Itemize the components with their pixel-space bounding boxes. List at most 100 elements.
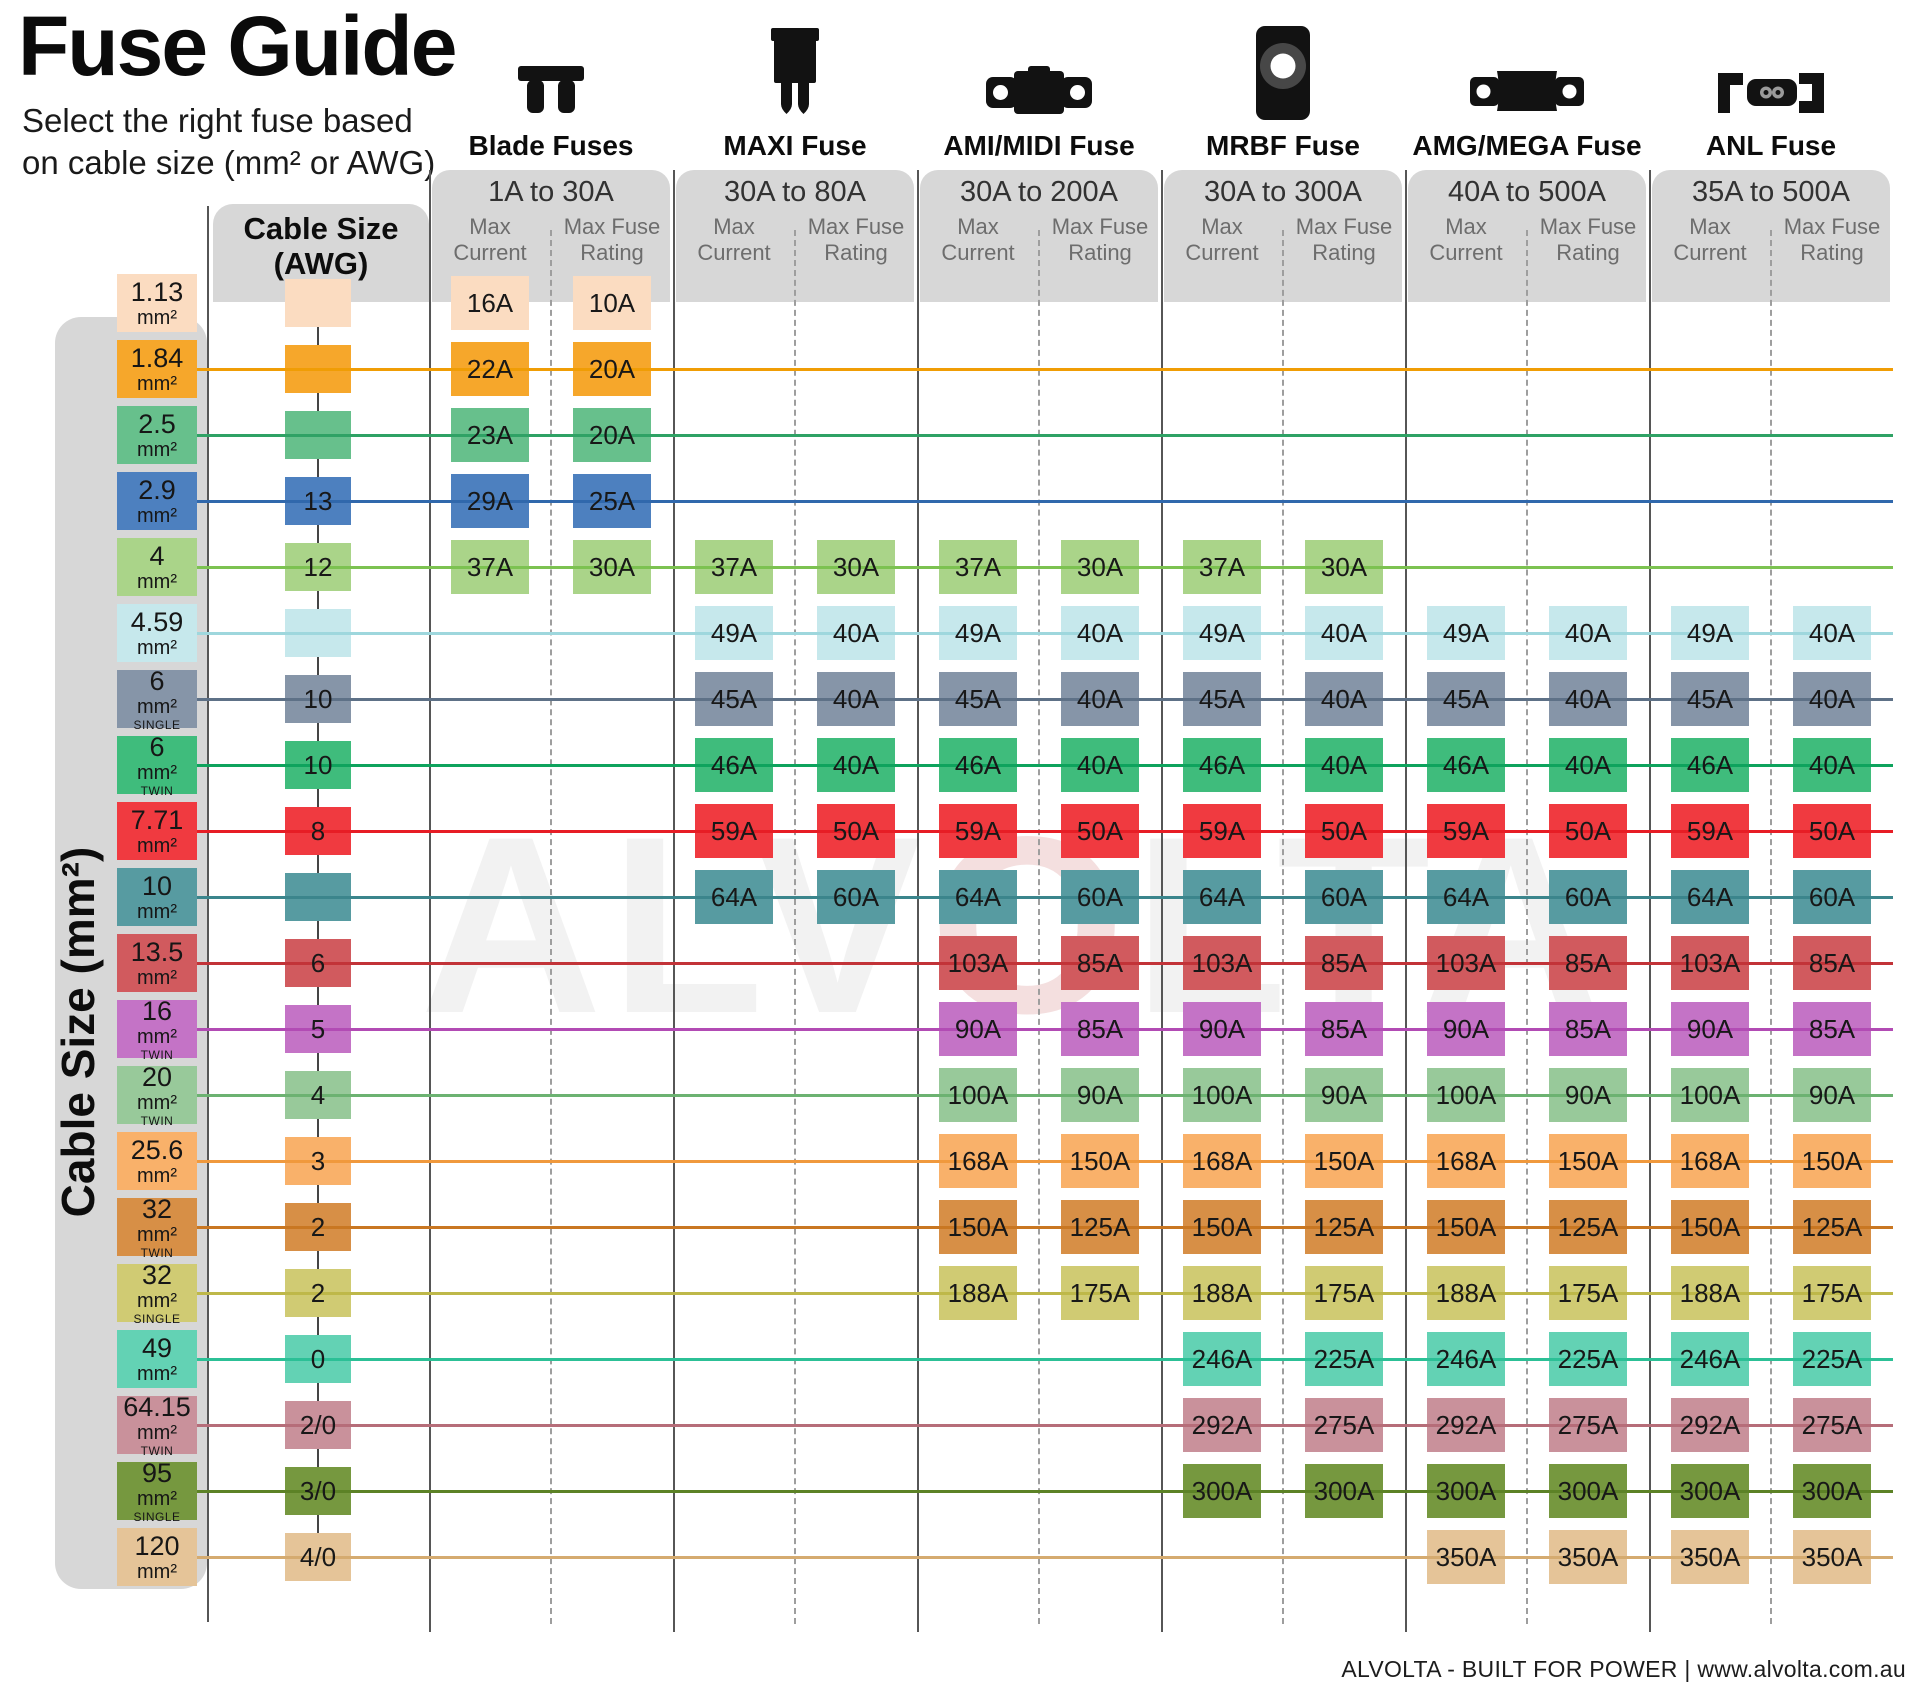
max-fuse-rating-value-box: 40A bbox=[1793, 738, 1871, 792]
max-fuse-rating-value-box: 90A bbox=[1305, 1068, 1383, 1122]
max-current-value-box: 59A bbox=[1671, 804, 1749, 858]
cable-size-awg-box: 4 bbox=[285, 1071, 351, 1119]
column-header-max-current: Max Current bbox=[453, 214, 527, 266]
fuse-type-label: ANL Fuse bbox=[1705, 130, 1837, 161]
cable-size-mm-box: 7.71 mm² bbox=[117, 802, 197, 860]
row-connector-line bbox=[197, 500, 1893, 503]
row-connector-line bbox=[197, 1424, 1893, 1427]
column-header-max-current: Max Current bbox=[1185, 214, 1259, 266]
max-fuse-rating-value-box: 90A bbox=[1061, 1068, 1139, 1122]
max-fuse-rating-value-box: 50A bbox=[1061, 804, 1139, 858]
cable-size-mm-box: 2.9 mm² bbox=[117, 472, 197, 530]
cable-size-mm-value: 4.59 bbox=[130, 606, 184, 637]
max-current-value-box: 100A bbox=[1671, 1068, 1749, 1122]
max-fuse-rating-value-box: 300A bbox=[1305, 1464, 1383, 1518]
cable-size-mm-unit: mm² bbox=[137, 1164, 177, 1187]
max-current-value-box: 46A bbox=[1427, 738, 1505, 792]
max-current-value-box: 246A bbox=[1427, 1332, 1505, 1386]
max-current-value-box: 46A bbox=[695, 738, 773, 792]
max-fuse-rating-value-box: 85A bbox=[1305, 936, 1383, 990]
cable-size-mm-box: 20 mm² TWIN bbox=[117, 1061, 197, 1127]
max-fuse-rating-value-box: 275A bbox=[1549, 1398, 1627, 1452]
footer-branding: ALVOLTA - BUILT FOR POWER | www.alvolta.… bbox=[1341, 1656, 1906, 1682]
row-connector-line bbox=[197, 962, 1893, 965]
max-current-value-box: 90A bbox=[939, 1002, 1017, 1056]
max-current-value-box: 46A bbox=[939, 738, 1017, 792]
max-current-value-box: 103A bbox=[1671, 936, 1749, 990]
cable-size-mm-variant: SINGLE bbox=[133, 1311, 181, 1326]
max-fuse-rating-value-box: 225A bbox=[1793, 1332, 1871, 1386]
cable-size-awg-box: 2/0 bbox=[285, 1401, 351, 1449]
amg-mega-fuse-icon bbox=[1465, 24, 1589, 120]
max-fuse-rating-value-box: 150A bbox=[1549, 1134, 1627, 1188]
max-fuse-rating-value-box: 40A bbox=[1061, 672, 1139, 726]
row-connector-line bbox=[197, 632, 1893, 635]
max-fuse-rating-value-box: 175A bbox=[1549, 1266, 1627, 1320]
max-fuse-rating-value-box: 125A bbox=[1061, 1200, 1139, 1254]
cable-size-mm-box: 25.6 mm² bbox=[117, 1132, 197, 1190]
cable-size-mm-variant: TWIN bbox=[140, 1047, 174, 1062]
max-current-value-box: 168A bbox=[1427, 1134, 1505, 1188]
page-subtitle: Select the right fuse based on cable siz… bbox=[22, 100, 435, 183]
cable-size-mm-value: 4 bbox=[149, 540, 165, 571]
cable-size-mm-unit: mm² bbox=[137, 1091, 177, 1114]
max-current-value-box: 103A bbox=[1427, 936, 1505, 990]
max-fuse-rating-value-box: 50A bbox=[1793, 804, 1871, 858]
cable-size-awg-header: Cable Size (AWG) bbox=[213, 211, 429, 281]
max-fuse-rating-value-box: 175A bbox=[1061, 1266, 1139, 1320]
cable-size-awg-box: 12 bbox=[285, 543, 351, 591]
max-current-value-box: 350A bbox=[1427, 1530, 1505, 1584]
cable-size-mm-value: 20 bbox=[141, 1061, 173, 1092]
max-fuse-rating-value-box: 85A bbox=[1793, 1002, 1871, 1056]
max-current-value-box: 350A bbox=[1671, 1530, 1749, 1584]
max-fuse-rating-value-box: 40A bbox=[817, 672, 895, 726]
max-current-value-box: 100A bbox=[939, 1068, 1017, 1122]
fuse-range-label: 30A to 300A bbox=[1203, 176, 1363, 208]
max-current-value-box: 90A bbox=[1427, 1002, 1505, 1056]
max-fuse-rating-value-box: 30A bbox=[1061, 540, 1139, 594]
column-header-max-current: Max Current bbox=[1673, 214, 1747, 266]
cable-size-mm-unit: mm² bbox=[137, 695, 177, 718]
cable-size-awg-header-line-1: Cable Size bbox=[243, 211, 399, 246]
max-fuse-rating-value-box: 225A bbox=[1305, 1332, 1383, 1386]
max-current-value-box: 37A bbox=[695, 540, 773, 594]
max-current-value-box: 45A bbox=[1183, 672, 1261, 726]
max-fuse-rating-value-box: 40A bbox=[1061, 738, 1139, 792]
max-fuse-rating-value-box: 40A bbox=[1549, 606, 1627, 660]
cable-size-mm-value: 120 bbox=[134, 1530, 180, 1561]
cable-size-awg-box: 10 bbox=[285, 675, 351, 723]
fuse-range-label: 30A to 200A bbox=[959, 176, 1119, 208]
max-fuse-rating-value-box: 40A bbox=[817, 738, 895, 792]
fuse-type-label: AMI/MIDI Fuse bbox=[943, 130, 1135, 161]
fuse-range-label: 30A to 80A bbox=[724, 176, 866, 208]
cable-size-awg-box: 0 bbox=[285, 1335, 351, 1383]
column-divider-dashed-line bbox=[1038, 230, 1040, 1624]
row-connector-line bbox=[197, 1358, 1893, 1361]
max-fuse-rating-value-box: 50A bbox=[817, 804, 895, 858]
column-header-max-fuse-rating: Max Fuse Rating bbox=[1295, 214, 1393, 266]
cable-size-mm-unit: mm² bbox=[137, 372, 177, 395]
cable-size-mm-value: 25.6 bbox=[130, 1134, 184, 1165]
row-connector-line bbox=[197, 1490, 1893, 1493]
fuse-type-label: Blade Fuses bbox=[468, 130, 634, 161]
max-fuse-rating-value-box: 40A bbox=[817, 606, 895, 660]
max-fuse-rating-value-box: 60A bbox=[817, 870, 895, 924]
max-current-value-box: 59A bbox=[1427, 804, 1505, 858]
row-connector-line bbox=[197, 1028, 1893, 1031]
cable-size-awg-box bbox=[285, 609, 351, 657]
max-current-value-box: 64A bbox=[1671, 870, 1749, 924]
column-header-max-fuse-rating: Max Fuse Rating bbox=[563, 214, 661, 266]
max-current-value-box: 292A bbox=[1671, 1398, 1749, 1452]
row-connector-line bbox=[197, 896, 1893, 899]
column-divider-dashed-line bbox=[1526, 230, 1528, 1624]
cable-size-mm-unit: mm² bbox=[137, 1487, 177, 1510]
fuse-type-label: MRBF Fuse bbox=[1206, 130, 1360, 161]
max-fuse-rating-value-box: 40A bbox=[1305, 606, 1383, 660]
row-connector-line bbox=[197, 1160, 1893, 1163]
cable-size-awg-box bbox=[285, 873, 351, 921]
max-current-value-box: 150A bbox=[1183, 1200, 1261, 1254]
max-current-value-box: 64A bbox=[939, 870, 1017, 924]
cable-size-awg-box: 2 bbox=[285, 1203, 351, 1251]
max-fuse-rating-value-box: 40A bbox=[1305, 672, 1383, 726]
